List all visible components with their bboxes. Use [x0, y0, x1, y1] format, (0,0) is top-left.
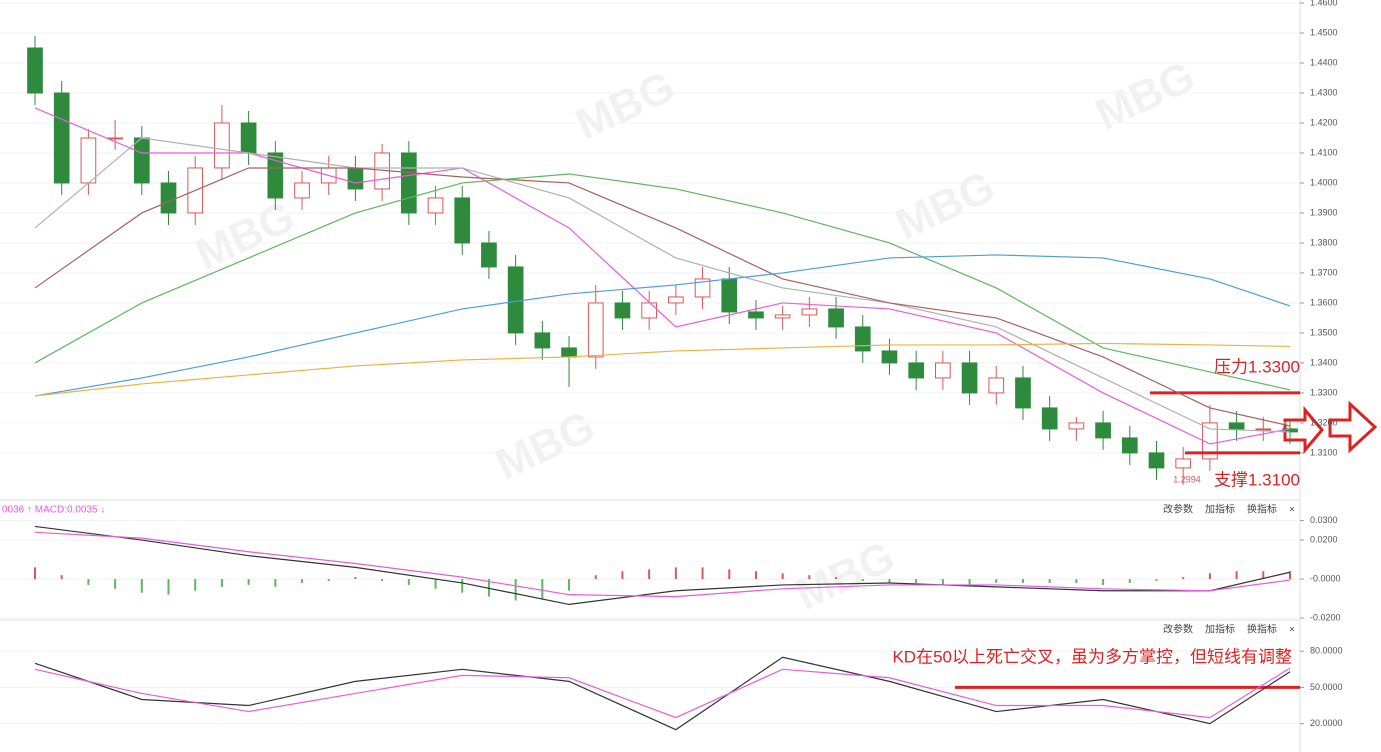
- y-tick-label: 1.4400: [1310, 57, 1338, 67]
- toolbar-button[interactable]: 加指标: [1205, 623, 1235, 636]
- y-tick-label: 1.4100: [1310, 147, 1338, 157]
- candle-body: [988, 377, 1005, 394]
- y-tick-label: 1.3200: [1310, 417, 1338, 427]
- candle-body: [107, 137, 123, 140]
- candle-body: [828, 308, 844, 328]
- candle-body: [935, 362, 951, 379]
- annotation: 支撑1.3100: [1214, 470, 1300, 489]
- candle-body: [214, 122, 230, 169]
- toolbar-button[interactable]: ×: [1289, 505, 1295, 516]
- y-tick-label: 1.3300: [1310, 387, 1338, 397]
- series-line: [34, 531, 1291, 598]
- candle-body: [774, 314, 791, 319]
- candle-body: [1228, 422, 1245, 430]
- y-tick-label: 1.3800: [1310, 237, 1338, 247]
- candle-body: [427, 197, 444, 214]
- indicator-title: 0036 ↑ MACD:0.0035 ↓: [2, 505, 105, 516]
- y-tick-label: 1.4200: [1310, 117, 1338, 127]
- y-tick-label: 1.3100: [1310, 447, 1338, 457]
- candle-body: [481, 242, 497, 268]
- y-tick-label: 0.0200: [1310, 534, 1338, 544]
- y-tick-label: 1.3900: [1310, 207, 1338, 217]
- low-label: 1.2994: [1173, 474, 1201, 484]
- candle-body: [507, 266, 524, 334]
- candle-body: [748, 311, 764, 319]
- y-tick-label: 1.4500: [1310, 27, 1338, 37]
- candle-body: [694, 278, 711, 298]
- y-tick-label: 20.0000: [1310, 718, 1343, 728]
- candle-body: [908, 362, 925, 379]
- y-tick-label: 1.4300: [1310, 87, 1338, 97]
- candle-body: [1255, 428, 1272, 431]
- candle-body: [240, 122, 257, 154]
- candle-body: [854, 326, 871, 352]
- candle-body: [668, 296, 684, 304]
- candle-body: [80, 137, 97, 184]
- series-line: [34, 525, 1291, 606]
- candle-body: [294, 182, 310, 199]
- candle-body: [801, 308, 818, 316]
- candle-body: [1148, 452, 1165, 469]
- annotation: KD在50以上死亡交叉，虽为多方掌控，但短线有调整: [892, 647, 1292, 666]
- series-line: [34, 254, 1291, 397]
- y-tick-label: 50.0000: [1310, 682, 1343, 692]
- y-tick-label: 0.0300: [1310, 515, 1338, 525]
- y-tick-label: 1.3600: [1310, 297, 1338, 307]
- series-line: [34, 137, 1291, 433]
- y-tick-label: 1.3700: [1310, 267, 1338, 277]
- plot: 1.3100 1.3200 1.3300 1.3400 1.3500 1.3600 1.37…: [0, 0, 1343, 731]
- candle-body: [400, 152, 417, 214]
- candle-body: [587, 302, 604, 358]
- y-tick-label: 1.4600: [1310, 0, 1338, 7]
- series-line: [34, 342, 1291, 397]
- series-line: [34, 656, 1291, 731]
- toolbar-button[interactable]: 改参数: [1163, 503, 1193, 516]
- annotation: 压力1.3300: [1214, 357, 1300, 376]
- series-line: [34, 167, 1291, 427]
- y-tick-label: 1.4000: [1310, 177, 1338, 187]
- series-line: [34, 173, 1291, 391]
- candle-body: [1175, 458, 1192, 469]
- candle-body: [1068, 422, 1085, 430]
- candle-body: [1041, 407, 1058, 430]
- candle-body: [160, 182, 177, 214]
- y-tick-label: -0.0000: [1310, 573, 1341, 583]
- toolbar-button[interactable]: ×: [1289, 625, 1295, 636]
- candle-body: [721, 278, 738, 313]
- arrow: [1283, 405, 1324, 455]
- arrow: [1328, 400, 1378, 454]
- candle-body: [347, 167, 364, 190]
- candle-body: [614, 302, 631, 319]
- y-tick-label: 80.0000: [1310, 646, 1343, 656]
- toolbar-button[interactable]: 换指标: [1247, 503, 1277, 516]
- candle-body: [641, 302, 657, 319]
- candle-body: [881, 350, 898, 364]
- candle-body: [133, 137, 150, 184]
- candle-body: [267, 152, 284, 199]
- candle-body: [1121, 437, 1138, 454]
- y-tick-label: 1.3400: [1310, 357, 1338, 367]
- toolbar-button[interactable]: 改参数: [1163, 623, 1193, 636]
- series-line: [34, 667, 1291, 719]
- candle-body: [454, 197, 471, 244]
- candle-body: [53, 92, 70, 184]
- candle-body: [561, 347, 577, 358]
- toolbar-button[interactable]: 加指标: [1205, 503, 1235, 516]
- candle-body: [1015, 377, 1031, 409]
- candle-body: [961, 362, 978, 394]
- y-tick-label: 1.3500: [1310, 327, 1338, 337]
- candle-body: [27, 47, 43, 94]
- toolbar-button[interactable]: 换指标: [1247, 623, 1277, 636]
- y-tick-label: -0.0200: [1310, 612, 1341, 622]
- candle-body: [534, 332, 551, 349]
- candle-body: [1095, 422, 1111, 439]
